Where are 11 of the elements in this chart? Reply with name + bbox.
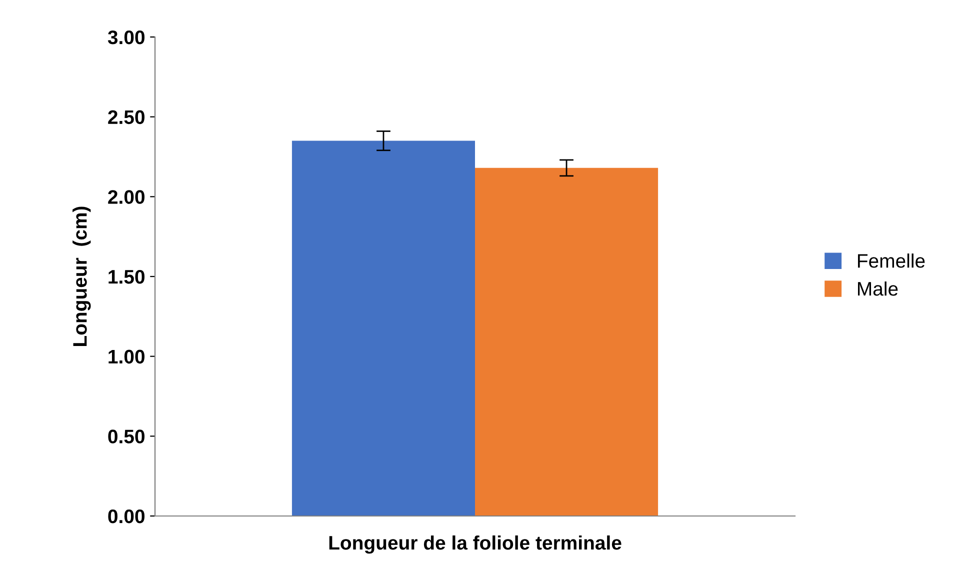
- legend-label: Male: [858, 281, 898, 296]
- legend-label: Femelle: [858, 254, 925, 268]
- y-tick-label: 0.00: [108, 509, 144, 524]
- y-tick-label: 2.50: [108, 110, 144, 124]
- y-tick-label: 2.00: [108, 190, 144, 204]
- y-tick-label: 1.00: [108, 350, 144, 364]
- y-tick-label: 1.50: [108, 270, 144, 284]
- y-tick-label: 3.00: [108, 30, 144, 44]
- y-tick-label: 0.50: [108, 430, 144, 444]
- y-axis-title: Longueur (cm): [72, 206, 91, 346]
- x-tick-label: Longueur de la foliole terminale: [329, 535, 622, 554]
